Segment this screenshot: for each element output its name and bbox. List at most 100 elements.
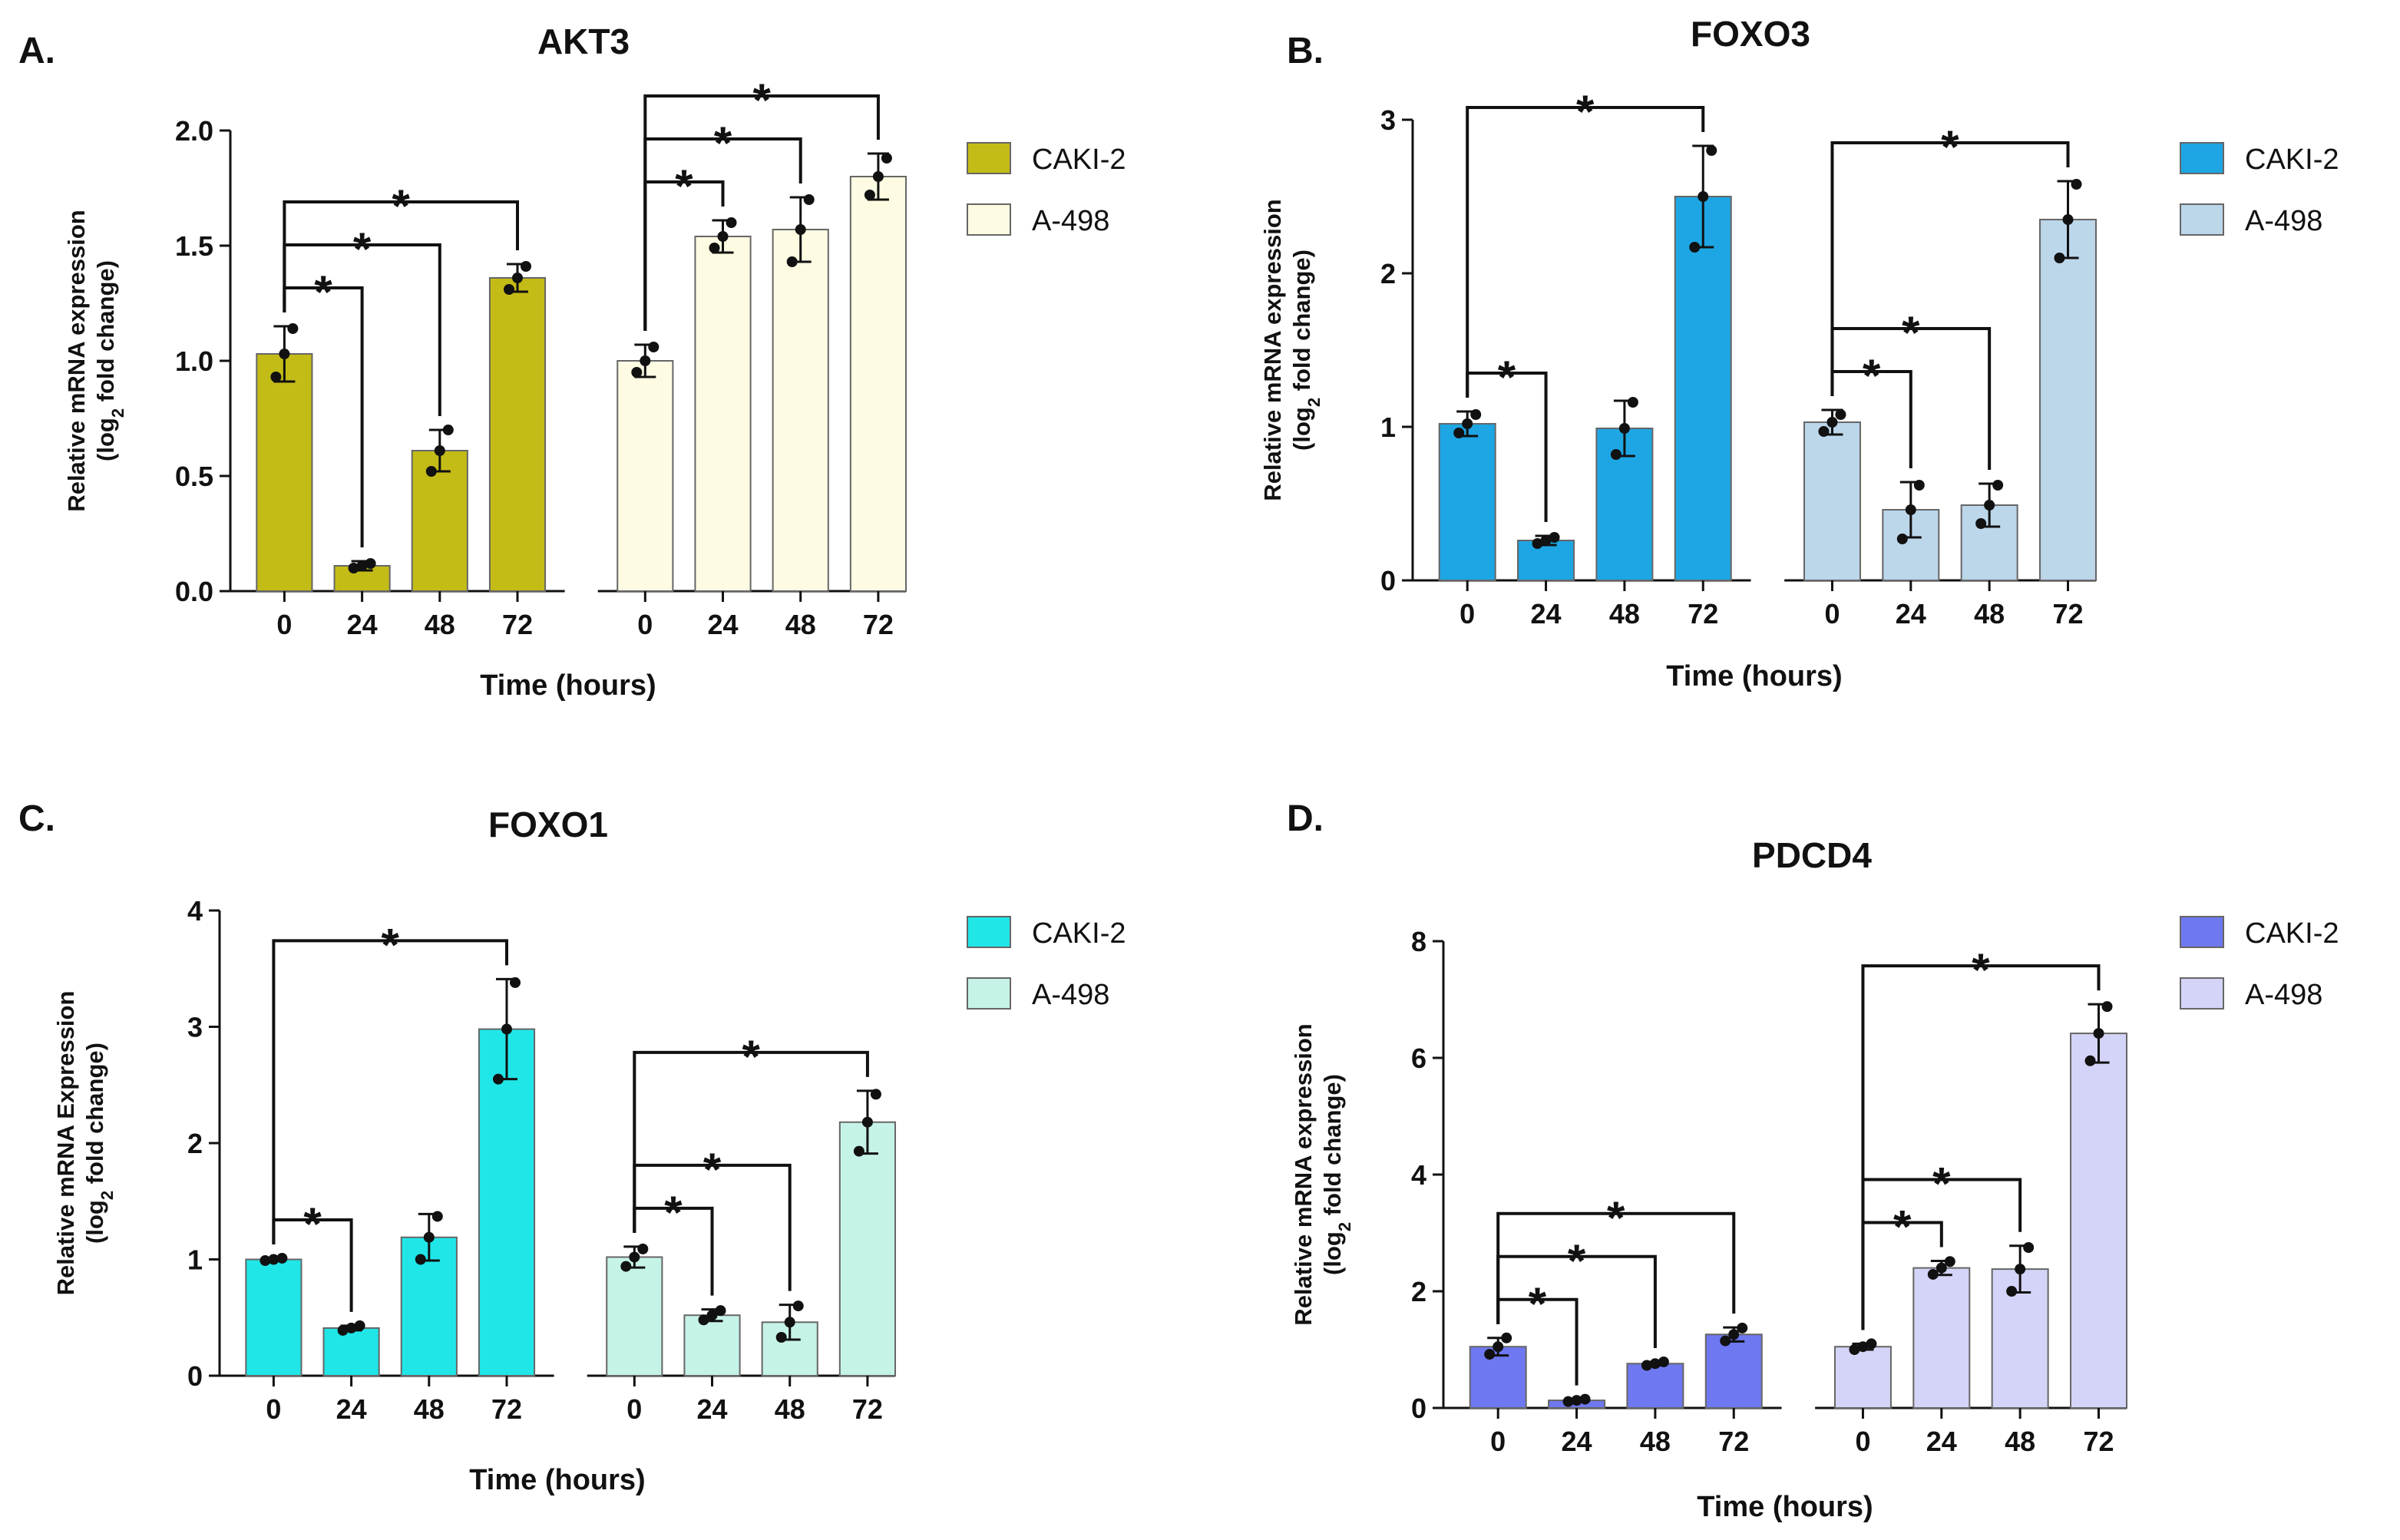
significance-label: * (382, 919, 400, 970)
significance-label: * (1972, 944, 1990, 996)
y-label-line: (log2 fold change) (1319, 1074, 1354, 1275)
bar (2070, 1033, 2128, 1409)
data-point (270, 372, 282, 382)
y-label-sub: 2 (1304, 398, 1324, 407)
legend-swatch (2180, 916, 2224, 948)
y-label-sub: 2 (98, 1191, 117, 1200)
data-point (1849, 1344, 1860, 1355)
x-tick-label: 72 (2052, 598, 2083, 630)
data-point (1698, 191, 1709, 202)
data-point (415, 1254, 426, 1265)
data-point (870, 1089, 881, 1100)
bar (617, 360, 674, 592)
data-point (631, 367, 643, 378)
panel-label: D. (1287, 798, 1324, 839)
data-point (1992, 480, 2004, 491)
significance-label: * (314, 266, 332, 318)
significance-label: * (1529, 1278, 1547, 1330)
data-point (276, 1252, 288, 1264)
data-point (698, 1314, 709, 1326)
data-point (1913, 480, 1925, 491)
y-tick-label: 4 (1411, 1159, 1426, 1191)
y-label-part: (log (92, 418, 119, 461)
x-tick-label: 72 (502, 609, 533, 640)
data-point (1720, 1335, 1731, 1347)
y-tick-label: 3 (1380, 104, 1396, 136)
data-point (1470, 409, 1482, 420)
x-tick-label: 24 (1562, 1426, 1592, 1457)
data-point (1896, 534, 1908, 544)
x-tick-label: 48 (1974, 598, 2005, 630)
data-point (640, 355, 651, 366)
data-point (881, 153, 892, 164)
significance-label: * (1568, 1235, 1586, 1287)
y-label-line: Relative mRNA Expression (52, 991, 79, 1296)
y-label-part: (log (1319, 1231, 1346, 1275)
data-point (521, 261, 531, 272)
data-point (786, 256, 798, 267)
x-tick-label: 48 (414, 1393, 445, 1425)
y-label: Relative mRNA expression (log2 fold chang… (1290, 1023, 1354, 1325)
significance-label: * (742, 1031, 760, 1082)
data-point (365, 558, 376, 569)
data-point (637, 1243, 649, 1254)
significance-label: * (1902, 307, 1920, 359)
data-point (1571, 1395, 1582, 1406)
x-tick-label: 48 (1640, 1426, 1671, 1457)
data-point (784, 1317, 795, 1328)
legend-swatch (967, 142, 1011, 174)
data-point (2093, 1028, 2104, 1039)
x-tick-label: 24 (707, 609, 738, 640)
x-tick-label: 0 (1460, 598, 1475, 630)
data-point (1658, 1356, 1669, 1367)
bar (322, 1327, 380, 1377)
data-point (1835, 409, 1846, 420)
data-point (1579, 1393, 1591, 1405)
data-point (442, 425, 454, 435)
legend-label: CAKI-2 (2245, 144, 2339, 176)
x-tick-label: 72 (1688, 598, 1718, 630)
data-point (726, 217, 737, 228)
x-tick-label: 48 (2005, 1426, 2035, 1457)
data-point (2084, 1055, 2096, 1066)
y-tick-label: 1 (1380, 411, 1396, 443)
significance-label: * (1893, 1201, 1912, 1252)
x-tick-label: 72 (1718, 1426, 1749, 1457)
significance-label: * (392, 180, 411, 232)
bar (256, 353, 313, 592)
x-label: Time (hours) (469, 1464, 645, 1496)
data-point (872, 171, 884, 182)
data-point (864, 190, 875, 200)
bar (1469, 1346, 1527, 1409)
y-tick-label: 4 (187, 895, 203, 927)
bar (1517, 540, 1575, 581)
legend-label: CAKI-2 (2245, 917, 2339, 950)
x-tick-label: 48 (1609, 598, 1640, 630)
data-point (1826, 417, 1838, 428)
y-tick-label: 2 (1411, 1276, 1426, 1307)
data-point (510, 977, 521, 988)
y-tick-label: 0.5 (175, 461, 213, 492)
data-point (1857, 1341, 1869, 1353)
x-tick-label: 0 (276, 609, 292, 640)
panel-label: C. (18, 798, 55, 839)
x-tick-label: 24 (1926, 1426, 1957, 1457)
x-tick-label: 0 (266, 1393, 281, 1425)
data-point (2054, 253, 2065, 263)
x-tick-label: 72 (491, 1393, 522, 1425)
legend-swatch (2180, 142, 2224, 174)
data-point (423, 1231, 435, 1243)
legend-swatch (2180, 977, 2224, 1010)
x-tick-label: 24 (696, 1393, 727, 1425)
significance-bracket (1496, 1211, 1736, 1324)
data-point (2062, 214, 2074, 225)
x-tick-label: 72 (2083, 1426, 2114, 1457)
bar (1626, 1363, 1684, 1409)
significance-bracket (643, 94, 880, 331)
data-point (2071, 179, 2082, 190)
y-tick-label: 2 (1380, 258, 1396, 289)
y-tick-label: 1 (187, 1244, 203, 1276)
data-point (709, 243, 720, 253)
significance-label: * (303, 1198, 322, 1250)
